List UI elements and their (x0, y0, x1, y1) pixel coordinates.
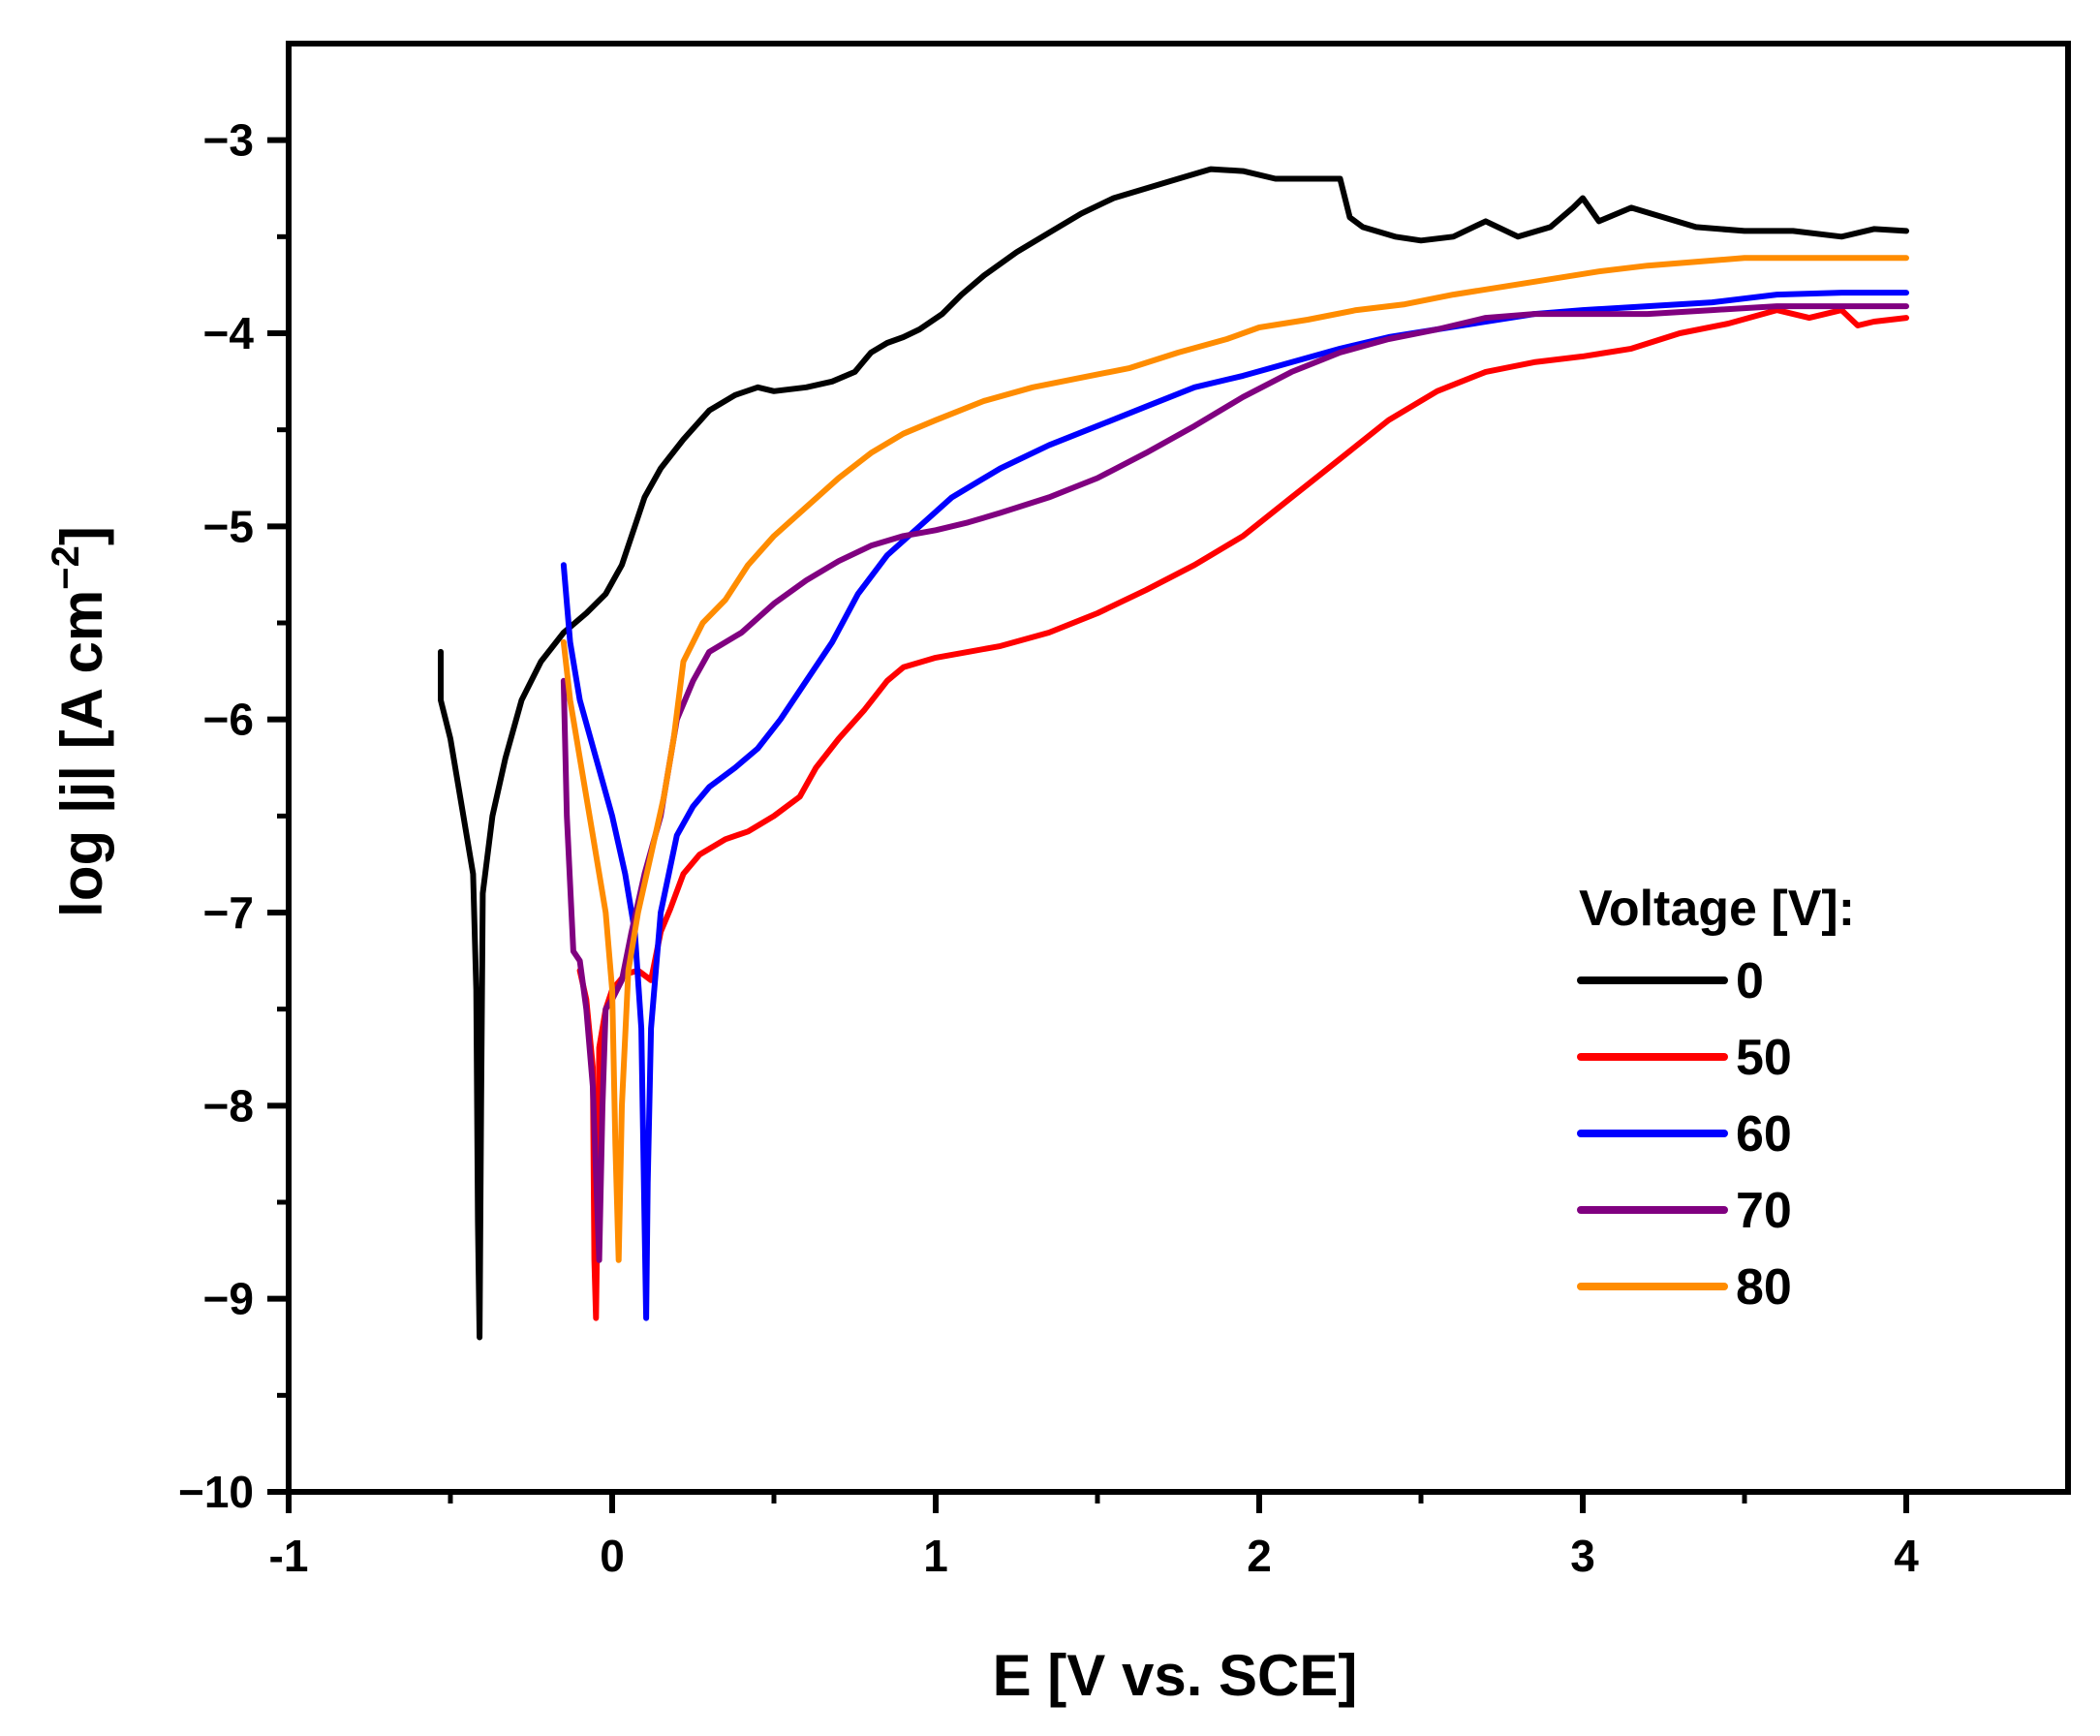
series-line-80 (560, 255, 1909, 1263)
plot-frame (286, 41, 2071, 1495)
x-axis-label: E [V vs. SCE] (993, 1643, 1358, 1708)
axis-ticks (267, 137, 1909, 1513)
series-layer (438, 166, 1909, 1341)
legend-title: Voltage [V]: (1579, 881, 1855, 937)
legend-label-50: 50 (1736, 1030, 1792, 1086)
legend-label-0: 0 (1736, 953, 1764, 1009)
series-line-70 (560, 303, 1909, 1263)
x-tick-label: 4 (1894, 1531, 1919, 1581)
y-axis-label-close: ] (49, 526, 114, 545)
y-tick-label: −5 (203, 501, 254, 551)
y-tick-label: −9 (203, 1274, 254, 1324)
y-tick-label: −10 (178, 1467, 254, 1517)
tick-labels: -1 0 1 2 3 4 −10 −9 −8 −7 −6 −5 −4 −3 (178, 115, 1919, 1581)
x-tick-label: 2 (1247, 1531, 1272, 1581)
y-axis-label-main: log |j| [A cm (49, 590, 115, 917)
plot-border (286, 41, 2071, 1495)
legend: Voltage [V]: 0 50 60 70 80 (1577, 881, 1855, 1316)
legend-label-70: 70 (1736, 1183, 1792, 1239)
y-tick-label: −3 (203, 115, 254, 166)
series-line-0 (438, 166, 1909, 1341)
y-tick-label: −6 (203, 695, 254, 745)
y-axis-label: log |j| [A cm−2] (45, 526, 115, 917)
series-line-60 (560, 290, 1909, 1321)
y-tick-label: −4 (203, 308, 255, 358)
legend-label-80: 80 (1736, 1259, 1792, 1316)
x-tick-label: 3 (1570, 1531, 1595, 1581)
y-tick-label: −7 (203, 887, 254, 938)
x-tick-label: 1 (923, 1531, 948, 1581)
x-tick-label: 0 (600, 1531, 625, 1581)
x-tick-label: -1 (269, 1531, 309, 1581)
y-tick-label: −8 (203, 1080, 254, 1131)
legend-label-60: 60 (1736, 1106, 1792, 1162)
y-axis-label-superscript: −2 (45, 545, 87, 590)
